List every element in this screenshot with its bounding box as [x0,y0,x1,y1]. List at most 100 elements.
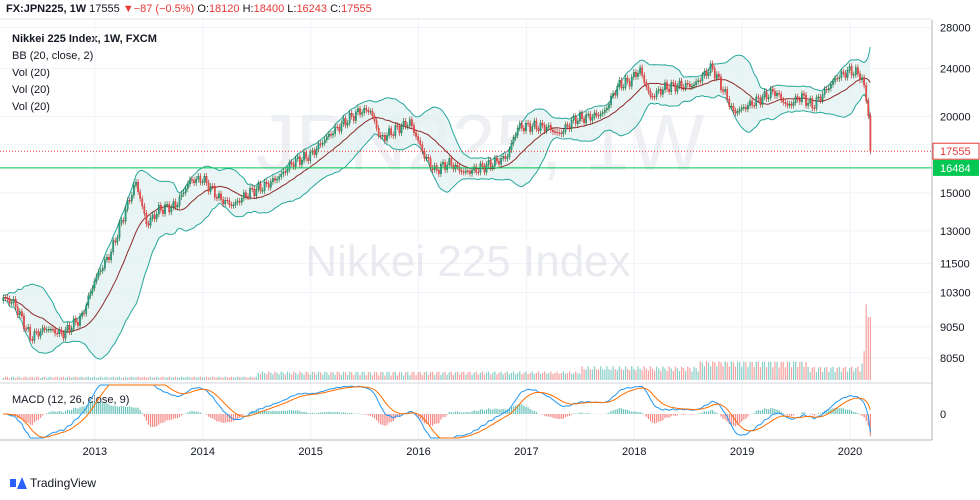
volume-bar [471,374,473,380]
volume-bar [629,370,631,380]
volume-bar [280,371,282,380]
candle-body [199,176,202,183]
volume-bar [593,366,596,380]
candle-body [251,188,254,190]
volume-bar [42,376,44,380]
macd-histogram-bar [651,414,654,423]
volume-bar [448,372,450,380]
candle-body [25,328,27,330]
macd-histogram-bar [100,401,102,414]
volume-bar [604,369,606,380]
candle-body [31,338,34,341]
volume-bar [728,366,730,380]
volume-bar [849,367,851,380]
volume-bar [446,374,448,380]
volume-bar [143,376,145,380]
volume-bar [757,361,759,380]
volume-bar [91,377,94,380]
macd-histogram-bar [342,412,345,414]
volume-bar [867,317,869,380]
candle-body [448,158,451,166]
volume-bar [394,371,396,380]
volume-bar [699,361,701,380]
candle-body [226,199,229,202]
macd-histogram-bar [64,411,67,414]
candle-body [593,112,596,118]
volume-bar [120,377,123,380]
volume-bar [245,377,247,380]
macd-histogram-bar [819,413,822,414]
volume-bar [423,372,425,380]
macd-histogram-bar [761,409,764,414]
volume-bar [620,369,623,380]
volume-bar [419,371,421,380]
candle-body [137,182,139,193]
macd-histogram-bar [502,408,504,414]
candle-body [832,81,834,85]
volume-bar [759,367,762,380]
macd-histogram-bar [251,410,253,414]
macd-histogram-bar [792,414,795,416]
volume-bar [826,366,828,380]
candle-body [805,95,807,106]
volume-bar [492,372,494,380]
macd-histogram-bar [151,414,154,427]
candle-body [261,190,264,192]
candle-body [114,240,117,243]
candle-body [108,257,110,261]
volume-bar [222,377,224,380]
candle-body [382,135,384,137]
price-levels [0,150,932,169]
candle-body [193,180,195,184]
candle-body [43,327,46,330]
candle-body [817,96,820,99]
close-value: 17555 [341,3,372,15]
volume-bar [361,371,363,380]
volume-bar [782,361,784,380]
macd-histogram-bar [332,412,334,414]
candle-body [678,80,681,87]
volume-bar [610,369,612,380]
volume-bar [93,376,96,380]
macd-histogram-bar [666,414,668,418]
macd-histogram-bar [438,414,440,424]
candle-body [854,67,857,75]
volume-bar [315,374,318,380]
indicator-vol-2[interactable]: Vol (20) [12,84,50,96]
tradingview-footer[interactable]: TradingView [10,474,96,492]
indicator-vol-3[interactable]: Vol (20) [12,101,50,113]
indicator-bb[interactable]: BB (20, close, 2) [12,50,94,62]
low-label: L: [287,3,297,15]
candle-body [456,165,459,168]
volume-bar [239,377,241,380]
candle-body [8,298,11,304]
macd-histogram-bar [654,414,656,424]
volume-bar [842,367,844,380]
candle-body [809,98,812,104]
macd-histogram-bar [649,414,652,422]
candle-body [255,189,258,197]
volume-bar [855,367,857,380]
candle-body [720,76,722,90]
macd-histogram-bar [637,412,639,414]
candle-body [657,89,660,92]
macd-histogram-bar [639,412,641,414]
macd-histogram-bar [390,414,392,422]
candle-body [319,143,322,145]
indicator-vol-1[interactable]: Vol (20) [12,67,50,79]
macd-histogram-bar [371,414,374,417]
candle-body [35,331,38,333]
bollinger-upper [3,47,871,323]
macd-histogram-bar [380,414,382,425]
volume-bar [384,375,386,380]
volume-bar [376,372,378,380]
macd-histogram-bar [745,414,747,419]
candle-body [510,142,513,150]
macd-histogram-bar [218,414,220,422]
volume-bar [562,371,564,380]
macd-histogram-bar [699,413,701,414]
candle-body [334,126,336,134]
indicator-title[interactable]: Nikkei 225 Index, 1W, FXCM [12,33,157,45]
volume-bar [303,374,305,380]
